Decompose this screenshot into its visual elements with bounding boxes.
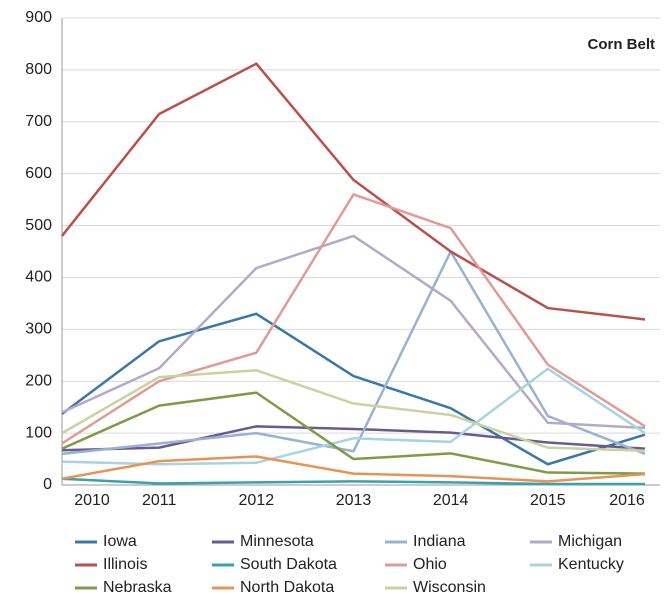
legend-label: Minnesota [240,533,314,550]
x-tick-label: 2010 [74,492,110,509]
x-tick-label: 2012 [239,492,275,509]
series-line [61,367,646,466]
legend-label: Michigan [558,533,622,550]
x-tick-label: 2014 [433,492,469,509]
x-tick-label: 2015 [530,492,566,509]
series-line [61,391,646,475]
series-line [61,477,645,486]
y-tick-label: 0 [43,476,52,493]
y-tick-label: 100 [25,424,52,441]
legend-label: South Dakota [240,556,337,573]
series-line [61,234,646,430]
x-tick-label: 2016 [609,492,645,509]
series-line [61,425,646,452]
legend-label: Ohio [413,556,447,573]
series-line [61,62,646,321]
legend-label: Indiana [413,533,466,550]
legend-label: North Dakota [240,579,334,596]
x-tick-label: 2013 [336,492,372,509]
y-tick-label: 600 [25,165,52,182]
legend-label: Iowa [103,533,137,550]
series-line [61,369,646,453]
y-tick-label: 500 [25,217,52,234]
series-line [61,455,646,483]
y-tick-label: 700 [25,113,52,130]
y-tick-label: 800 [25,61,52,78]
y-tick-label: 900 [25,9,52,26]
legend-label: Kentucky [558,556,624,573]
legend-label: Illinois [103,556,147,573]
series-line [61,250,646,456]
y-tick-label: 300 [25,321,52,338]
y-tick-label: 200 [25,372,52,389]
x-tick-label: 2011 [142,492,177,509]
y-tick-label: 400 [25,269,52,286]
series-line [61,312,646,466]
series-line [61,193,646,445]
annotation: Corn Belt [588,36,656,53]
legend-label: Nebraska [103,579,172,596]
legend-label: Wisconsin [413,579,486,596]
